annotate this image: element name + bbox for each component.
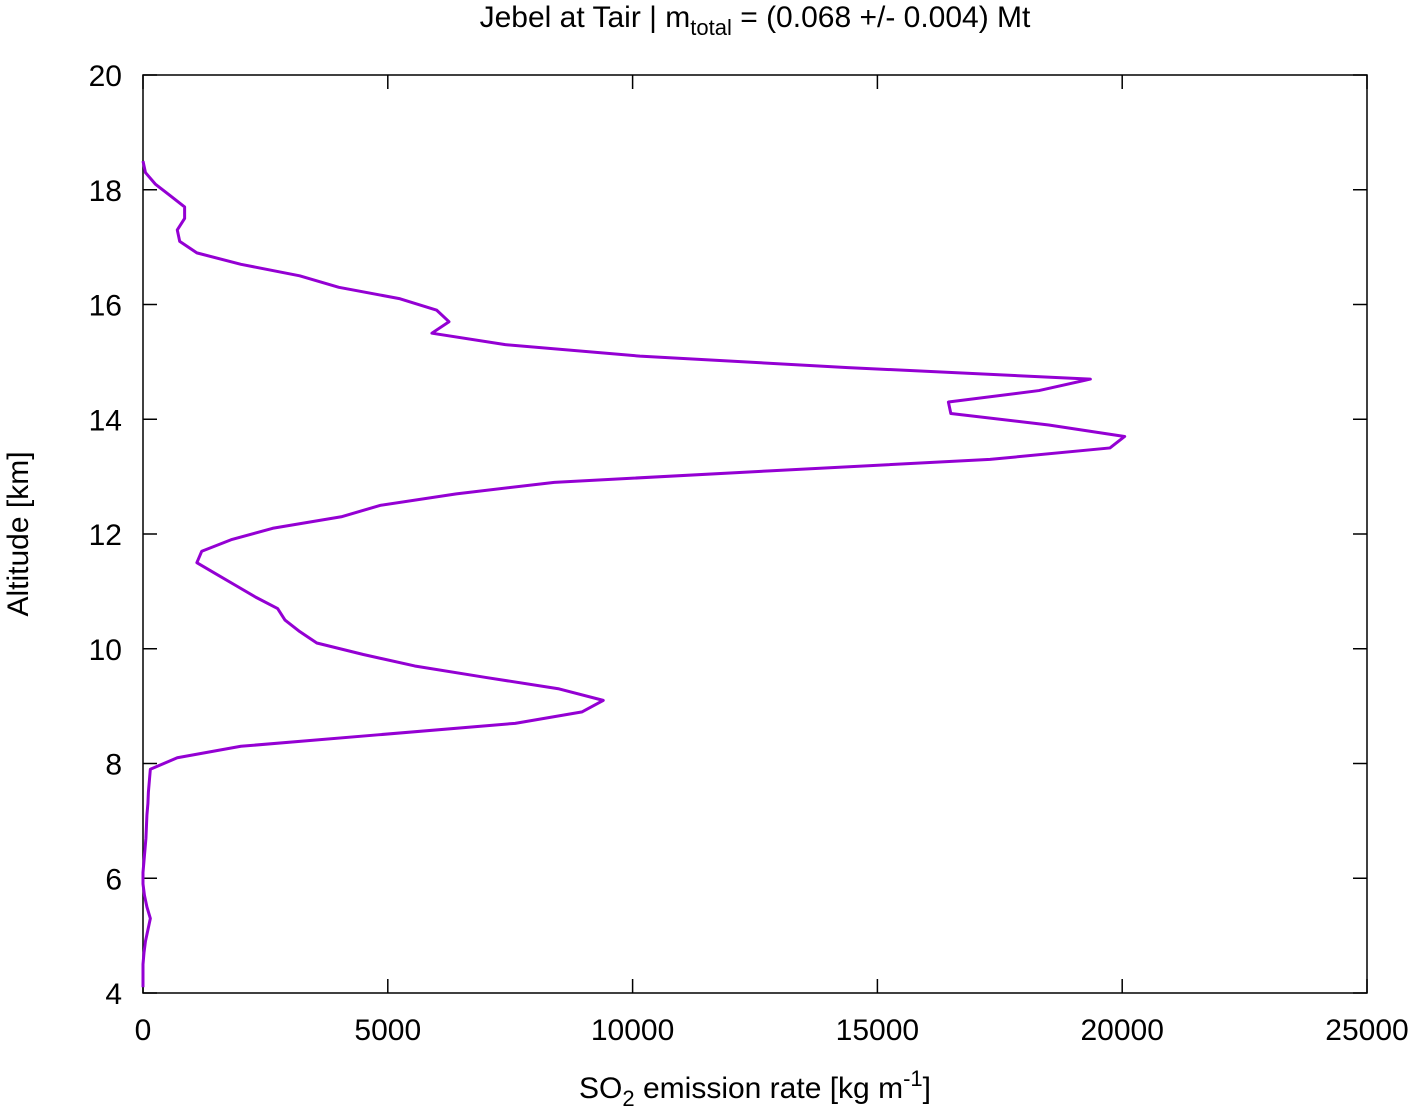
x-axis-label: SO2 emission rate [kg m-1] bbox=[579, 1066, 931, 1111]
xlabel-sup: -1 bbox=[903, 1066, 923, 1091]
y-tick-label: 4 bbox=[105, 978, 122, 1011]
y-tick-label: 20 bbox=[89, 60, 122, 93]
y-tick-label: 16 bbox=[89, 290, 122, 323]
title-main: Jebel at Tair | m bbox=[480, 1, 691, 34]
y-tick-label: 18 bbox=[89, 175, 122, 208]
x-tick-label: 0 bbox=[135, 1014, 152, 1047]
y-tick-label: 8 bbox=[105, 749, 122, 782]
y-tick-label: 14 bbox=[89, 404, 122, 437]
data-line bbox=[141, 160, 1127, 988]
x-tick-label: 20000 bbox=[1080, 1014, 1163, 1047]
y-tick-label: 10 bbox=[89, 634, 122, 667]
x-tick-label: 5000 bbox=[354, 1014, 421, 1047]
y-tick-label: 12 bbox=[89, 519, 122, 552]
y-tick-label: 6 bbox=[105, 863, 122, 896]
x-tick-label: 25000 bbox=[1325, 1014, 1408, 1047]
xlabel-sub: 2 bbox=[622, 1086, 634, 1111]
xlabel-end: ] bbox=[923, 1072, 931, 1105]
y-axis-label: Altitude [km] bbox=[2, 451, 35, 616]
title-sub: total bbox=[690, 15, 732, 40]
plot-frame bbox=[142, 74, 1368, 994]
x-tick-label: 10000 bbox=[591, 1014, 674, 1047]
xlabel-main: SO bbox=[579, 1072, 622, 1105]
xlabel-rest: emission rate [kg m bbox=[635, 1072, 903, 1105]
title-rest: = (0.068 +/- 0.004) Mt bbox=[732, 1, 1031, 34]
chart-title: Jebel at Tair | mtotal = (0.068 +/- 0.00… bbox=[480, 1, 1031, 40]
x-tick-label: 15000 bbox=[836, 1014, 919, 1047]
